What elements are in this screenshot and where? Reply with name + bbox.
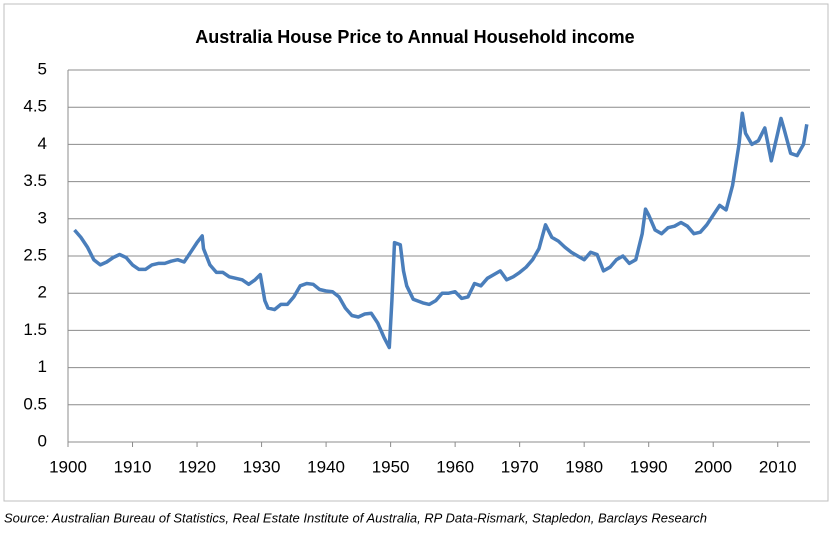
x-tick-label: 2000 [694,457,732,476]
y-tick-label: 3.5 [23,171,47,190]
x-tick-label: 1900 [49,457,87,476]
chart-title: Australia House Price to Annual Househol… [195,27,634,47]
x-tick-label: 1940 [307,457,345,476]
x-tick-label: 1990 [630,457,668,476]
y-tick-label: 4 [38,134,47,153]
source-note: Source: Australian Bureau of Statistics,… [4,510,707,525]
y-tick-label: 1 [38,357,47,376]
x-tick-label: 1930 [243,457,281,476]
y-tick-label: 3 [38,208,47,227]
x-tick-label: 1980 [565,457,603,476]
y-tick-label: 2 [38,283,47,302]
y-tick-label: 0 [38,431,47,450]
x-tick-label: 2010 [759,457,797,476]
y-tick-label: 5 [38,59,47,78]
data-line [73,111,809,350]
y-tick-label: 1.5 [23,320,47,339]
y-tick-label: 0.5 [23,394,47,413]
chart-border [3,3,829,502]
y-tick-label: 2.5 [23,245,47,264]
x-tick-label: 1950 [372,457,410,476]
x-tick-label: 1970 [501,457,539,476]
y-tick-label: 4.5 [23,97,47,116]
x-tick-label: 1920 [178,457,216,476]
x-tick-label: 1960 [436,457,474,476]
x-tick-label: 1910 [114,457,152,476]
